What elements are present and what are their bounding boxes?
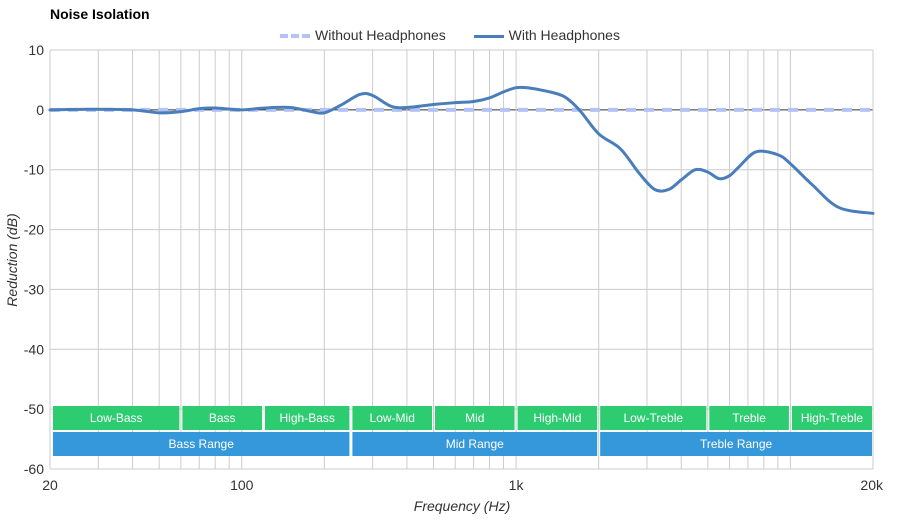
legend-swatch-solid: [473, 34, 504, 38]
band-low-treble: [600, 406, 707, 430]
legend-swatch-dashed: [280, 34, 311, 39]
band-bass: [182, 406, 262, 430]
frequency-bands: Low-Bass Bass High-Bass Low-Mid Mid High-Mid L…: [53, 406, 872, 456]
legend-label-with-headphones: With Headphones: [508, 27, 620, 43]
y-tick-label: 0: [36, 102, 44, 118]
y-axis-title: Reduction (dB): [4, 213, 20, 306]
band-low-bass: [53, 406, 180, 430]
band-high-treble: [791, 406, 872, 430]
y-tick-label: -20: [24, 222, 44, 238]
band-low-mid: [352, 406, 433, 430]
series-lines: [48, 85, 875, 215]
y-tick-label: -30: [24, 281, 44, 297]
y-tick-label: -40: [24, 341, 44, 357]
legend: Without Headphones With Headphones: [0, 27, 900, 43]
x-tick-label: 20: [42, 477, 58, 493]
band-label-mid: Mid: [465, 411, 484, 425]
y-tick-label: -60: [24, 461, 44, 477]
legend-label-without-headphones: Without Headphones: [315, 27, 446, 43]
band-mid: [435, 406, 515, 430]
band-label-high-mid: High-Mid: [533, 411, 581, 425]
range-mid-range: [352, 432, 598, 456]
range-label-bass-range: Bass Range: [169, 437, 235, 451]
band-label-high-bass: High-Bass: [280, 411, 335, 425]
x-axis-title: Frequency (Hz): [414, 498, 510, 514]
legend-item-with-headphones[interactable]: With Headphones: [473, 27, 620, 43]
range-bass-range: [53, 432, 350, 456]
band-label-treble: Treble: [732, 411, 766, 425]
band-label-high-treble: High-Treble: [801, 411, 864, 425]
chart-title: Noise Isolation: [50, 6, 150, 22]
legend-item-without-headphones[interactable]: Without Headphones: [280, 27, 446, 43]
band-high-mid: [517, 406, 598, 430]
x-tick-label: 100: [230, 477, 254, 493]
series-line-with-headphones: [48, 85, 875, 215]
y-tick-label: -10: [24, 162, 44, 178]
range-label-treble-range: Treble Range: [700, 437, 773, 451]
x-tick-label: 1k: [509, 477, 525, 493]
band-label-bass: Bass: [209, 411, 236, 425]
y-axis-ticks: 10 0 -10 -20 -30 -40 -50 -60: [24, 42, 44, 477]
band-treble: [709, 406, 789, 430]
y-tick-label: 10: [28, 42, 44, 58]
y-tick-label: -50: [24, 401, 44, 417]
x-tick-label: 20k: [860, 477, 884, 493]
band-label-low-mid: Low-Mid: [370, 411, 415, 425]
band-label-low-bass: Low-Bass: [90, 411, 143, 425]
band-label-low-treble: Low-Treble: [623, 411, 683, 425]
range-label-mid-range: Mid Range: [446, 437, 504, 451]
x-axis-ticks: 20 100 1k 20k: [42, 477, 884, 493]
band-high-bass: [264, 406, 350, 430]
range-treble-range: [600, 432, 872, 456]
